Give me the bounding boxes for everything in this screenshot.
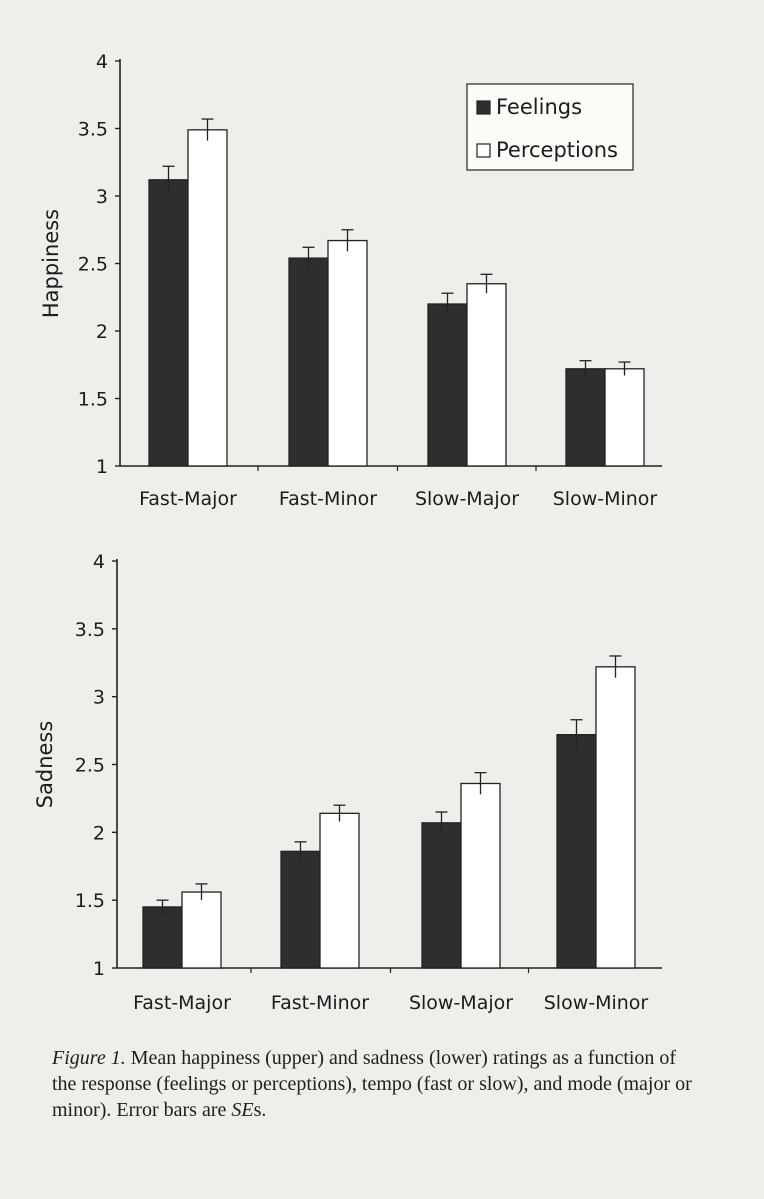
category-label: Fast-Minor [279, 488, 377, 510]
legend: Feelings Perceptions [466, 83, 634, 171]
category-label: Slow-Major [409, 992, 513, 1014]
category-label: Fast-Major [133, 992, 231, 1014]
y-tick-label: 2 [93, 822, 105, 844]
bar-feelings [565, 368, 606, 467]
y-tick-label: 2.5 [78, 254, 108, 276]
category-label: Slow-Minor [553, 488, 658, 510]
bar-perceptions [595, 666, 636, 969]
y-tick-label: 1 [93, 958, 105, 980]
bar-perceptions [187, 129, 228, 467]
caption-se: SE [231, 1099, 254, 1121]
y-tick-label: 2.5 [75, 755, 105, 777]
bar-perceptions [460, 782, 501, 969]
y-tick-label: 3 [93, 687, 105, 709]
category-label: Fast-Minor [271, 992, 369, 1014]
y-tick-label: 1.5 [78, 389, 108, 411]
bar-feelings [148, 179, 189, 467]
category-label: Slow-Minor [544, 992, 649, 1014]
category-label: Slow-Major [415, 488, 519, 510]
bar-feelings [288, 257, 329, 467]
y-tick-label: 1 [96, 456, 108, 478]
legend-box [466, 83, 634, 171]
y-tick-label: 4 [96, 51, 108, 73]
y-axis-label: Sadness [33, 721, 57, 809]
caption-text: Mean happiness (upper) and sadness (lowe… [52, 1047, 692, 1121]
bar-perceptions [604, 368, 645, 467]
happiness-chart: 1 1.5 2 2.5 3 3.5 4 Happiness Fast-Major Fast-Min… [39, 51, 662, 510]
y-tick-label: 3 [96, 186, 108, 208]
y-tick-label: 3.5 [78, 119, 108, 141]
bar-feelings [556, 734, 597, 969]
legend-swatch-perceptions [476, 143, 491, 158]
legend-label-feelings: Feelings [496, 95, 582, 119]
legend-label-perceptions: Perceptions [496, 138, 618, 162]
caption-text-end: s. [253, 1099, 267, 1121]
bar-perceptions [319, 812, 360, 969]
bar-feelings [142, 906, 183, 969]
category-label: Fast-Major [139, 488, 237, 510]
y-tick-label: 2 [96, 321, 108, 343]
legend-swatch-feelings [476, 100, 491, 115]
y-axis-label: Happiness [39, 209, 63, 318]
y-tick-label: 1.5 [75, 890, 105, 912]
bar-perceptions [181, 891, 222, 969]
y-tick-label: 4 [93, 551, 105, 573]
bar-feelings [427, 303, 468, 467]
figure-label: Figure 1. [52, 1047, 126, 1069]
sadness-chart: 1 1.5 2 2.5 3 3.5 4 Sadness Fast-Major Fast-Minor… [33, 551, 662, 1014]
y-tick-label: 3.5 [75, 619, 105, 641]
bar-feelings [280, 850, 321, 969]
bar-perceptions [466, 283, 507, 467]
bar-perceptions [327, 239, 368, 467]
figure-caption: Figure 1. Mean happiness (upper) and sad… [52, 1045, 702, 1123]
bar-feelings [421, 822, 462, 969]
